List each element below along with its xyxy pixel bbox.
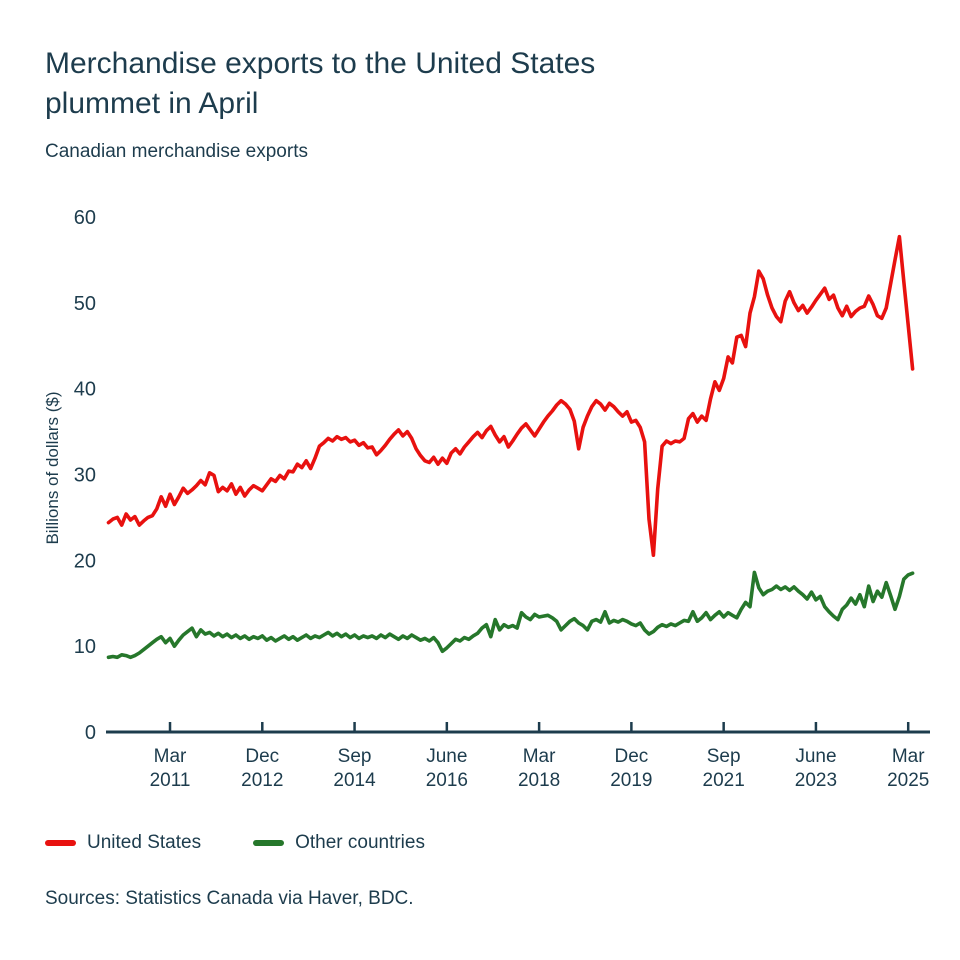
y-tick-label: 30	[74, 465, 96, 487]
x-tick-label: Mar 2018	[518, 746, 560, 791]
series-line-united-states	[106, 234, 915, 557]
other-countries-line-swatch	[253, 840, 285, 846]
x-tick-label: Sep 2021	[703, 746, 745, 791]
x-tick-label: Mar 2011	[150, 746, 191, 791]
page-title: Merchandise exports to the United States…	[45, 47, 596, 120]
united-states-line-swatch	[45, 840, 76, 846]
x-tick-label: Dec 2019	[610, 746, 652, 791]
x-tick-label: June 2023	[795, 746, 837, 791]
series-line-other-countries	[106, 570, 915, 660]
sources-note: Sources: Statistics Canada via Haver, BD…	[45, 888, 414, 909]
x-tick-label: June 2016	[426, 746, 468, 791]
chart-subtitle: Canadian merchandise exports	[45, 141, 308, 162]
y-tick-label: 0	[85, 722, 96, 744]
x-tick-label: Dec 2012	[241, 746, 283, 791]
legend-label-other-countries: Other countries	[295, 832, 425, 853]
y-tick-label: 10	[74, 636, 96, 658]
y-tick-label: 40	[74, 379, 96, 401]
legend-label-united-states: United States	[87, 832, 202, 853]
y-tick-label: 50	[74, 293, 96, 315]
legend-item-united-states: United States	[45, 832, 201, 854]
legend-item-other-countries: Other countries	[253, 832, 425, 854]
y-tick-label: 60	[74, 207, 96, 229]
x-tick-label: Mar 2025	[887, 746, 929, 791]
x-tick-label: Sep 2014	[333, 746, 376, 791]
legend: United States Other countries	[45, 832, 425, 854]
y-tick-label: 20	[74, 550, 96, 572]
